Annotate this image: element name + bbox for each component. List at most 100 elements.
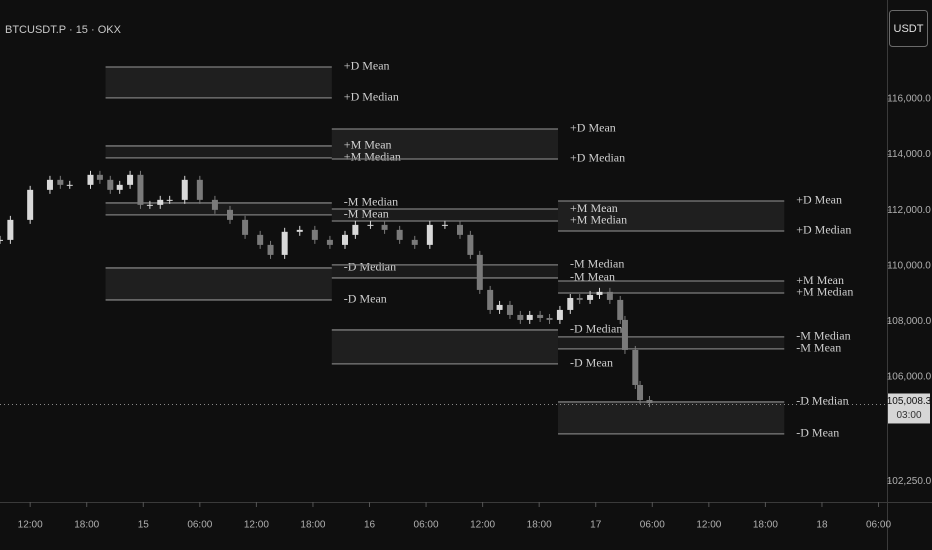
candle <box>7 219 14 240</box>
candle <box>166 199 173 201</box>
candle <box>426 224 433 245</box>
level-band <box>558 281 785 293</box>
level-label: +M Median <box>570 213 627 227</box>
candle <box>381 224 388 230</box>
candle <box>506 304 513 315</box>
candle <box>617 299 624 320</box>
level-label: -D Mean <box>344 292 387 306</box>
level-label: -M Mean <box>344 207 389 221</box>
candle <box>242 219 249 235</box>
candle <box>476 254 483 290</box>
y-tick-label: 114,000.0 <box>887 149 931 160</box>
level-band <box>558 401 785 434</box>
candle <box>196 179 203 200</box>
x-tick-label: 06:00 <box>187 520 212 531</box>
level-label: +D Mean <box>570 121 616 135</box>
level-band <box>331 264 559 278</box>
level-label: -D Median <box>344 260 396 274</box>
x-tick-label: 06:00 <box>866 520 891 531</box>
level-band <box>558 336 785 349</box>
candle <box>396 229 403 240</box>
candle <box>57 179 64 185</box>
candle <box>567 297 574 310</box>
candle <box>66 184 73 186</box>
candle <box>137 174 144 205</box>
candle <box>596 291 603 295</box>
candle <box>311 229 318 240</box>
level-label: -D Median <box>570 322 622 336</box>
x-tick-label: 12:00 <box>470 520 495 531</box>
level-label: +D Median <box>344 90 399 104</box>
candle <box>646 399 653 404</box>
candle <box>211 199 218 210</box>
level-label: -M Median <box>344 195 398 209</box>
candle <box>606 291 613 300</box>
level-label: +M Mean <box>796 273 844 287</box>
level-label: +M Mean <box>344 138 392 152</box>
candle <box>181 179 188 200</box>
level-label: +D Mean <box>344 59 390 73</box>
level-label: -M Mean <box>796 341 841 355</box>
x-tick-label: 18 <box>816 520 828 531</box>
candle <box>632 349 639 385</box>
y-tick-label: 116,000.0 <box>887 94 931 105</box>
candle <box>0 239 3 241</box>
x-tick-label: 06:00 <box>414 520 439 531</box>
last-price-box <box>888 393 930 424</box>
level-label: +D Median <box>796 223 851 237</box>
level-band <box>105 66 332 98</box>
x-tick-label: 18:00 <box>74 520 99 531</box>
level-label: +M Mean <box>570 201 618 215</box>
x-tick-label: 16 <box>364 520 376 531</box>
candle <box>517 314 524 320</box>
candle <box>637 384 644 400</box>
level-label: -M Mean <box>570 270 615 284</box>
candle <box>146 204 153 206</box>
level-label: -M Median <box>570 257 624 271</box>
level-label: +D Mean <box>796 193 842 207</box>
candle <box>257 234 264 245</box>
candle <box>456 224 463 235</box>
candle <box>441 224 448 226</box>
level-band <box>331 128 559 159</box>
x-tick-label: 12:00 <box>18 520 43 531</box>
candle <box>537 314 544 318</box>
candle <box>87 174 94 185</box>
currency-label[interactable]: USDT <box>894 23 924 35</box>
candle <box>326 239 333 245</box>
candle <box>526 314 533 320</box>
candle <box>341 234 348 245</box>
x-tick-label: 06:00 <box>640 520 665 531</box>
candle <box>116 184 123 190</box>
x-tick-label: 12:00 <box>244 520 269 531</box>
candle <box>281 231 288 255</box>
candle <box>27 189 34 220</box>
candle <box>556 309 563 320</box>
level-label: +M Median <box>796 285 853 299</box>
level-label: -M Median <box>796 329 850 343</box>
candle <box>352 224 359 235</box>
candle <box>587 294 594 300</box>
y-tick-label: 112,000.0 <box>887 205 931 216</box>
candle <box>487 289 494 310</box>
currency-button[interactable] <box>889 10 928 47</box>
candle <box>107 179 114 190</box>
candle <box>46 179 53 190</box>
level-label: +D Median <box>570 151 625 165</box>
level-band <box>331 329 559 364</box>
level-band <box>558 200 785 231</box>
y-tick-label: 106,000.0 <box>887 372 932 383</box>
candle <box>157 199 164 205</box>
level-label: -D Mean <box>796 426 839 440</box>
level-band <box>105 202 332 215</box>
symbol: BTCUSDT.P · 15 · OKX <box>5 24 122 36</box>
candle <box>546 317 553 320</box>
x-tick-label: 17 <box>590 520 602 531</box>
level-band <box>105 267 332 300</box>
level-band <box>105 145 332 158</box>
y-tick-label: 110,000.0 <box>887 260 931 271</box>
candle <box>496 304 503 310</box>
candle <box>267 244 274 255</box>
